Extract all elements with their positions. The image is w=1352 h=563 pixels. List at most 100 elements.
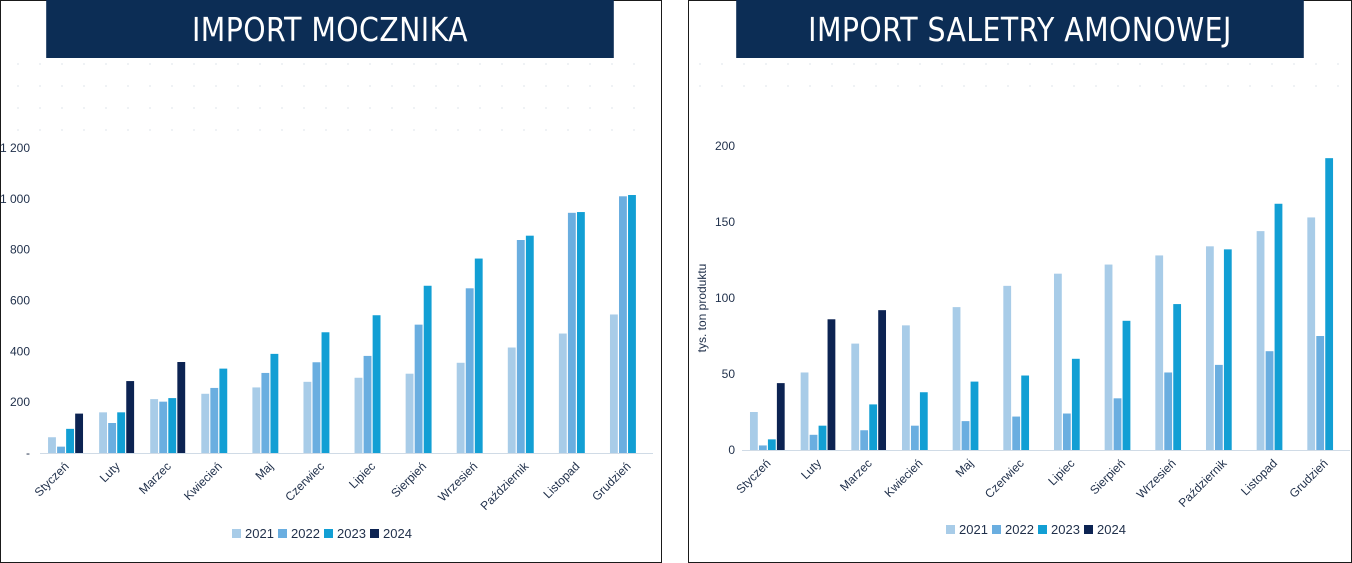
bar-2021-8 <box>456 362 465 453</box>
y-tick-label: - <box>26 446 30 460</box>
legend-label: 2022 <box>291 526 320 541</box>
bar-2021-2 <box>150 399 159 453</box>
bar-2023-4 <box>270 353 279 453</box>
bar-2023-1 <box>117 412 126 453</box>
y-tick-label: 100 <box>715 291 735 305</box>
bar-2021-7 <box>405 373 414 453</box>
bar-2021-5 <box>1003 285 1012 450</box>
chart-0: - 200 400 600 800 1 000 1 200 Styczeń Luty Marzec… <box>0 63 653 541</box>
y-tick-label: 200 <box>715 139 735 153</box>
bar-2023-7 <box>1122 320 1131 450</box>
bar-2022-7 <box>414 324 423 453</box>
bar-2021-4 <box>952 307 961 450</box>
bar-2021-10 <box>558 333 567 453</box>
bar-2024-0 <box>75 413 84 453</box>
x-tick-label: Lipiec <box>346 459 378 491</box>
bar-2021-9 <box>1205 246 1214 450</box>
y-tick-label: 400 <box>10 344 30 358</box>
bar-2023-6 <box>372 315 381 453</box>
bar-2023-7 <box>423 285 432 453</box>
legend-label: 2021 <box>959 522 988 537</box>
x-tick-label: Wrzesień <box>435 459 480 504</box>
bar-2024-2 <box>878 310 887 450</box>
bar-2021-6 <box>1053 273 1062 450</box>
bar-2023-9 <box>1223 249 1232 450</box>
bar-2022-1 <box>108 423 117 453</box>
bar-2021-0 <box>749 412 758 450</box>
bar-2022-10 <box>1265 351 1274 450</box>
x-tick-label: Luty <box>798 456 824 482</box>
background-dot-pattern <box>699 63 1339 87</box>
x-tick-label: Grudzień <box>1286 456 1330 500</box>
bar-2024-2 <box>177 362 186 453</box>
chart-panel-ammonium-nitrate <box>688 0 1352 563</box>
bar-2022-4 <box>261 372 270 453</box>
bar-2022-6 <box>363 355 372 453</box>
bar-2021-3 <box>901 325 910 450</box>
bar-2021-0 <box>48 437 56 453</box>
legend-swatch <box>1084 525 1093 534</box>
bar-2023-6 <box>1071 358 1080 450</box>
bar-2022-8 <box>1164 372 1173 450</box>
legend-swatch <box>324 529 333 538</box>
bar-2023-9 <box>525 235 534 453</box>
x-tick-label: Kwiecień <box>882 456 926 500</box>
x-tick-label: Grudzień <box>589 459 633 503</box>
bar-2023-4 <box>970 381 979 450</box>
x-tick-label: Marzec <box>136 459 174 497</box>
bar-2023-8 <box>1173 304 1182 450</box>
bar-2022-9 <box>1214 364 1223 450</box>
bar-2023-8 <box>474 258 483 453</box>
bar-2021-11 <box>1307 217 1316 450</box>
legend-swatch <box>278 529 287 538</box>
bar-2023-2 <box>168 398 177 453</box>
bar-2023-5 <box>321 332 330 453</box>
bar-2022-5 <box>1012 416 1021 450</box>
bar-2021-10 <box>1256 231 1265 450</box>
bar-2024-1 <box>126 381 135 453</box>
bar-2022-11 <box>1316 336 1325 450</box>
bar-2023-11 <box>1325 158 1334 450</box>
bar-2023-2 <box>869 404 878 450</box>
bar-2022-7 <box>1113 398 1122 450</box>
x-tick-label: Listopad <box>541 459 583 501</box>
bar-2022-2 <box>159 401 168 453</box>
x-tick-label: Lipiec <box>1045 456 1077 488</box>
y-tick-label: 150 <box>715 215 735 229</box>
bar-2021-4 <box>252 387 261 453</box>
bar-2022-10 <box>567 212 576 453</box>
x-tick-label: Maj <box>953 456 977 480</box>
bar-2023-3 <box>219 368 228 453</box>
bar-2023-0 <box>66 428 74 453</box>
legend-label: 2022 <box>1005 522 1034 537</box>
x-tick-label: Marzec <box>837 456 875 494</box>
bar-2021-2 <box>851 343 860 450</box>
x-tick-label: Sierpień <box>388 459 429 500</box>
x-tick-label: Czerwiec <box>282 459 327 504</box>
bar-2021-1 <box>800 372 809 450</box>
chart-panel-urea <box>0 0 662 563</box>
bar-2023-3 <box>919 392 928 450</box>
bar-2021-11 <box>609 314 618 453</box>
bar-2022-6 <box>1062 413 1071 450</box>
bar-2023-1 <box>818 425 827 450</box>
x-tick-label: Styczeń <box>733 456 773 496</box>
legend-label: 2024 <box>1097 522 1126 537</box>
bar-2022-5 <box>312 362 321 453</box>
y-tick-label: 200 <box>10 395 30 409</box>
bar-2022-0 <box>57 446 65 453</box>
chart-title-ammonium-nitrate: IMPORT SALETRY AMONOWEJ <box>736 0 1304 58</box>
bar-2022-1 <box>809 434 818 450</box>
legend-swatch <box>946 525 955 534</box>
legend-label: 2023 <box>1051 522 1080 537</box>
bar-2023-0 <box>767 439 776 450</box>
bar-2022-9 <box>516 240 525 453</box>
y-tick-label: 800 <box>10 243 30 257</box>
legend-swatch <box>232 529 241 538</box>
bar-2021-3 <box>201 393 210 453</box>
legend-swatch <box>1038 525 1047 534</box>
y-tick-label: 1 200 <box>0 141 30 155</box>
x-tick-label: Styczeń <box>32 459 72 499</box>
y-tick-label: 50 <box>722 367 736 381</box>
bar-2023-10 <box>1274 203 1283 450</box>
